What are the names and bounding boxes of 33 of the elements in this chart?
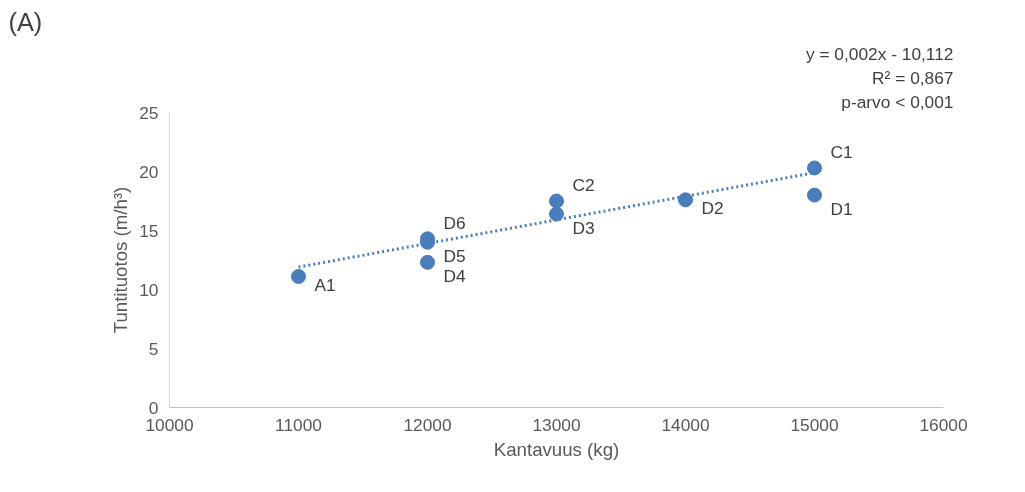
x-axis-title: Kantavuus (kg) bbox=[493, 438, 620, 460]
x-tick-label: 16000 bbox=[919, 414, 968, 435]
point bbox=[549, 206, 564, 222]
x-tick-label: 11000 bbox=[275, 414, 322, 435]
text: R² = 0,867 bbox=[872, 67, 954, 88]
text: y = 0,002x - 10,112 bbox=[805, 43, 954, 64]
annotation: A1 bbox=[314, 274, 336, 295]
annotation: D4 bbox=[443, 266, 467, 287]
annotation: C2 bbox=[572, 175, 595, 195]
y-tick-label: 25 bbox=[139, 102, 159, 123]
annotation: D3 bbox=[572, 217, 595, 238]
point bbox=[549, 193, 564, 209]
annotation: D2 bbox=[701, 197, 724, 218]
x-tick-label: 15000 bbox=[790, 414, 839, 435]
annotation: D6 bbox=[443, 212, 466, 233]
y-tick-label: 15 bbox=[139, 220, 159, 241]
y-tick-label: 20 bbox=[139, 161, 159, 182]
annotation: C1 bbox=[830, 141, 853, 162]
y-axis-title: Tuntituotos (m/h³) bbox=[110, 186, 132, 334]
x-tick-label: 13000 bbox=[532, 414, 581, 435]
annotation: D1 bbox=[830, 199, 853, 220]
x-tick-label: 12000 bbox=[403, 414, 452, 435]
point bbox=[291, 269, 306, 285]
text: p-arvo < 0,001 bbox=[841, 91, 954, 112]
chart-title: (A) bbox=[8, 7, 43, 36]
point bbox=[807, 187, 822, 203]
annotation: D5 bbox=[443, 246, 466, 267]
point bbox=[678, 192, 693, 208]
x-tick-label: 14000 bbox=[661, 414, 710, 435]
point bbox=[420, 254, 435, 270]
y-tick-label: 5 bbox=[148, 338, 159, 359]
y-tick-label: 10 bbox=[139, 279, 159, 300]
point bbox=[807, 160, 822, 176]
